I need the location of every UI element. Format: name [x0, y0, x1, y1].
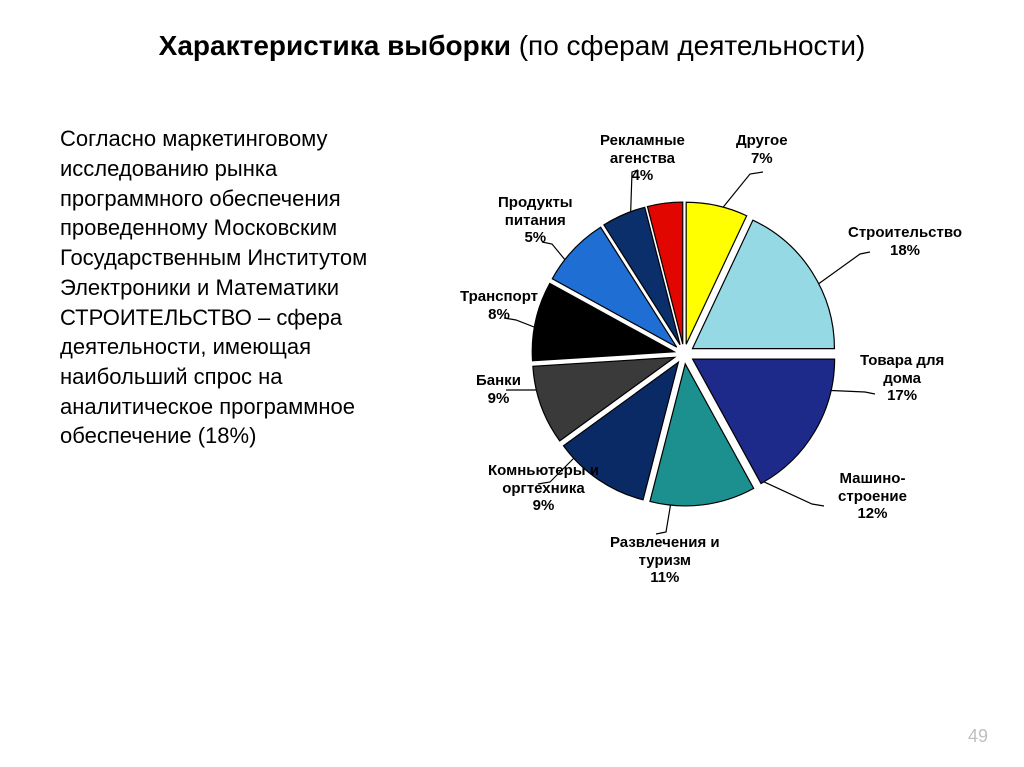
description-paragraph: Согласно маркетинговому исследованию рын… — [60, 124, 400, 451]
slice-label: Другое 7% — [736, 132, 788, 167]
slice-label: Строительство 18% — [848, 224, 962, 259]
slice-label: Транспорт 8% — [460, 288, 538, 323]
slice-label: Развлечения и туризм 11% — [610, 534, 720, 586]
page-number: 49 — [968, 726, 988, 747]
pie-chart: Другое 7% Строительство 18% Товара для дом… — [420, 124, 960, 584]
content-row: Согласно маркетинговому исследованию рын… — [0, 124, 1024, 584]
slice-label: Товара для дома 17% — [860, 352, 944, 404]
slice-label: Рекламные агенства 4% — [600, 132, 685, 184]
leader-line — [760, 480, 824, 506]
slice-label: Банки 9% — [476, 372, 521, 407]
title-bold: Характеристика выборки — [159, 30, 511, 61]
slice-label: Продукты питания 5% — [498, 194, 573, 246]
slice-label: Комньютеры и оргтехника 9% — [488, 462, 599, 514]
slide-title: Характеристика выборки (по сферам деятел… — [0, 28, 1024, 64]
title-rest: (по сферам деятельности) — [511, 30, 865, 61]
slice-label: Машино- строение 12% — [838, 470, 907, 522]
